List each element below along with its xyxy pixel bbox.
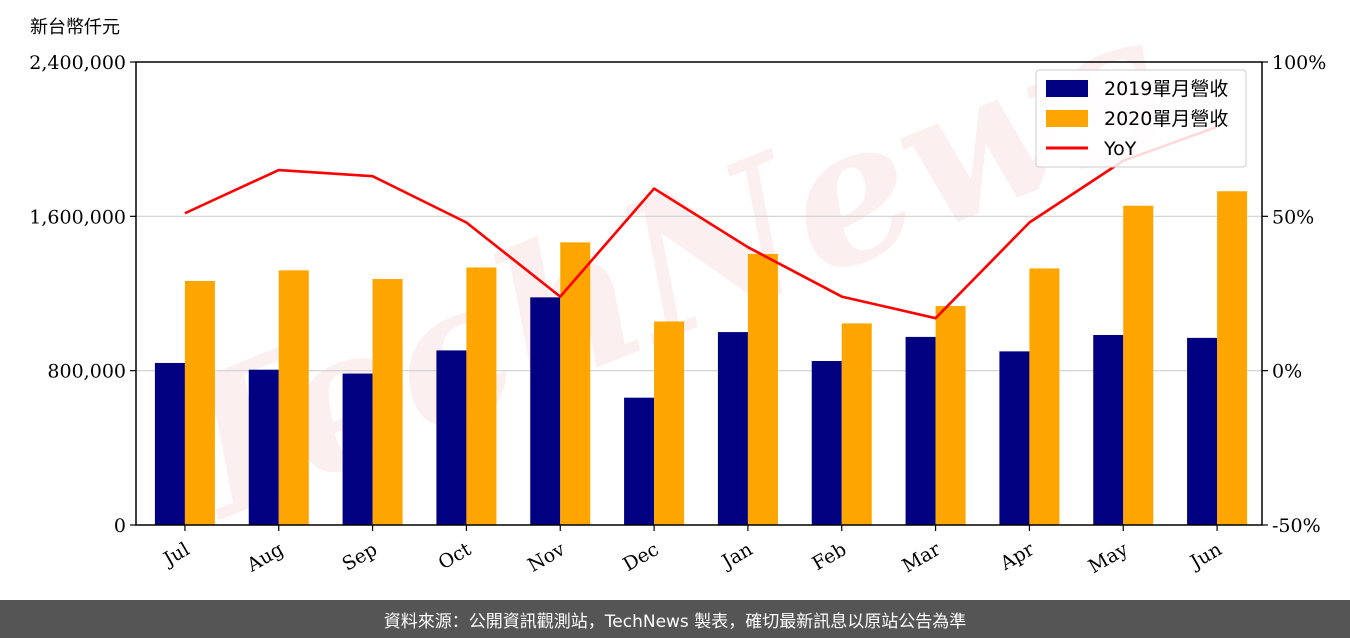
legend: 2019單月營收 2020單月營收 YoY <box>1035 69 1247 168</box>
bar-2020 <box>372 279 403 525</box>
right-tick-label: 0% <box>1272 361 1302 383</box>
bar-2019 <box>248 369 279 525</box>
legend-swatch <box>1046 110 1088 127</box>
legend-swatch <box>1046 80 1088 97</box>
bar-2020 <box>184 280 215 525</box>
right-tick-label: -50% <box>1272 515 1321 537</box>
source-text: 資料來源：公開資訊觀測站，TechNews 製表，確切最新訊息以原站公告為準 <box>383 611 967 632</box>
bar-2020 <box>935 306 966 525</box>
bar-2020 <box>1029 268 1060 525</box>
bar-2019 <box>436 350 467 525</box>
bar-2020 <box>1123 205 1154 526</box>
bar-2019 <box>905 336 936 525</box>
bar-2020 <box>747 253 778 525</box>
source-footer: 資料來源：公開資訊觀測站，TechNews 製表，確切最新訊息以原站公告為準 <box>0 600 1350 638</box>
bar-2019 <box>999 351 1030 525</box>
left-tick-label: 800,000 <box>47 361 126 383</box>
bar-2019 <box>811 361 842 525</box>
bar-2019 <box>342 373 373 525</box>
bar-2020 <box>278 270 309 525</box>
bar-2019 <box>530 297 561 525</box>
x-tick-label: Dec <box>619 538 662 576</box>
x-tick-label: Feb <box>808 538 850 575</box>
plot-frame <box>135 61 1263 526</box>
x-tick-label: Jul <box>158 538 193 571</box>
bar-2019 <box>1093 334 1124 525</box>
bars <box>154 191 1248 526</box>
legend-label: 2019單月營收 <box>1104 78 1228 100</box>
left-tick-label: 0 <box>114 515 126 537</box>
x-tick-label: Oct <box>435 538 476 574</box>
yoy-line <box>184 125 1218 320</box>
bar-2020 <box>560 242 591 526</box>
bar-2019 <box>624 397 655 525</box>
revenue-chart: 新台幣仟元 TechNews 0800,0001,600,0002,400,00… <box>29 0 1326 578</box>
left-axis-unit-label: 新台幣仟元 <box>30 17 120 38</box>
x-tick-label: Jan <box>717 538 757 574</box>
right-tick-label: 50% <box>1272 206 1314 228</box>
legend-box <box>1035 69 1247 168</box>
bar-2019 <box>1187 337 1218 525</box>
bar-2020 <box>1217 191 1248 526</box>
x-tick-label: Sep <box>339 538 382 575</box>
right-tick-label: 100% <box>1272 52 1326 74</box>
left-tick-label: 2,400,000 <box>29 52 126 74</box>
legend-label: YoY <box>1103 138 1137 160</box>
x-tick-label: Mar <box>899 538 945 577</box>
x-tick-label: Nov <box>524 538 569 577</box>
legend-label: 2020單月營收 <box>1104 108 1228 130</box>
bar-2019 <box>717 332 748 525</box>
x-tick-label: May <box>1085 538 1132 578</box>
bar-2019 <box>154 362 185 525</box>
yoy-line-layer <box>184 125 1218 320</box>
bar-2020 <box>654 321 685 525</box>
x-tick-label: Apr <box>996 538 1039 575</box>
bar-2020 <box>841 323 872 525</box>
bar-2020 <box>466 267 497 525</box>
x-tick-label: Jun <box>1185 538 1226 574</box>
left-tick-label: 1,600,000 <box>29 206 126 228</box>
